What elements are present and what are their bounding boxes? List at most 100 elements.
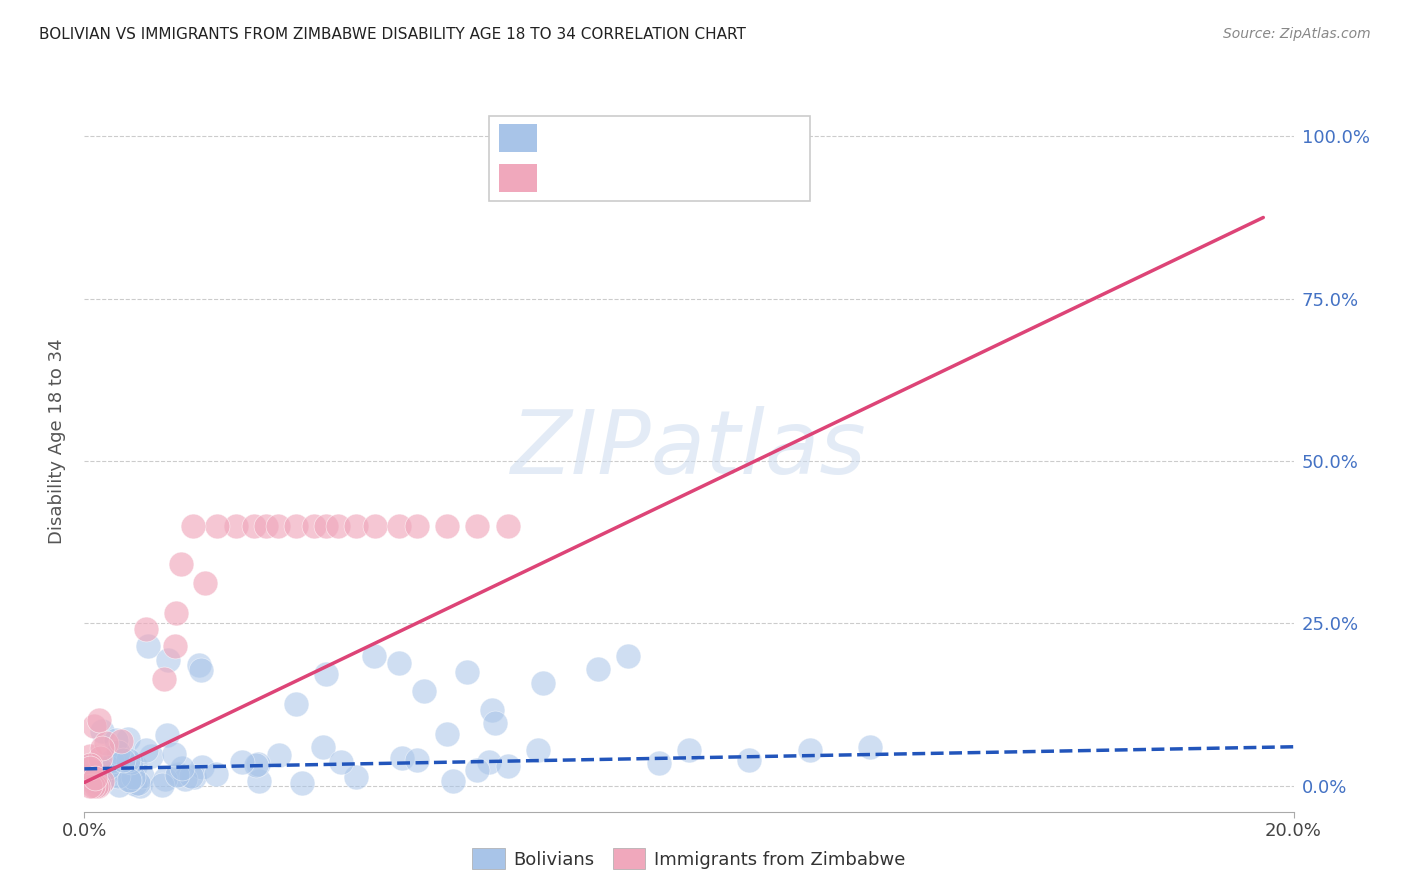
Point: [79, 758, 101, 772]
Point: [496, 519, 519, 533]
Point: [291, 776, 314, 790]
Point: [79, 772, 101, 787]
Point: [87, 779, 110, 793]
Point: [139, 748, 162, 763]
Point: [165, 607, 187, 621]
Point: [678, 743, 700, 757]
Point: [311, 739, 333, 754]
Point: [111, 753, 134, 767]
Point: [94, 736, 117, 750]
Point: [648, 756, 671, 770]
Point: [117, 753, 139, 767]
Point: [89, 713, 111, 727]
Point: [93, 772, 115, 787]
Point: [346, 770, 368, 784]
Point: [267, 519, 290, 533]
Point: [481, 703, 503, 717]
Point: [166, 766, 188, 780]
Point: [79, 761, 101, 775]
Point: [157, 653, 180, 667]
Point: [207, 519, 229, 533]
Point: [127, 776, 149, 790]
Point: [190, 663, 212, 677]
Point: [120, 772, 142, 787]
Point: [79, 758, 101, 772]
Point: [391, 750, 413, 764]
Point: [329, 755, 352, 769]
Point: [136, 640, 159, 654]
Point: [412, 683, 434, 698]
Point: [441, 773, 464, 788]
Text: Source: ZipAtlas.com: Source: ZipAtlas.com: [1223, 27, 1371, 41]
Point: [90, 776, 112, 790]
Point: [194, 575, 217, 590]
Point: [363, 648, 385, 663]
Point: [174, 772, 197, 786]
Point: [117, 731, 139, 746]
Point: [124, 759, 146, 773]
Point: [388, 519, 411, 533]
Text: ZIPatlas: ZIPatlas: [512, 406, 866, 492]
Point: [166, 768, 188, 782]
Point: [242, 519, 264, 533]
Point: [436, 519, 458, 533]
Point: [89, 751, 111, 765]
Point: [104, 733, 127, 747]
Point: [191, 760, 214, 774]
Point: [84, 779, 107, 793]
Point: [108, 778, 131, 792]
Point: [90, 774, 112, 789]
Point: [859, 739, 882, 754]
Point: [79, 770, 101, 784]
Point: [79, 749, 101, 764]
Point: [97, 760, 120, 774]
Point: [98, 764, 121, 779]
Point: [406, 753, 429, 767]
Point: [122, 770, 145, 784]
Point: [515, 129, 537, 144]
Point: [346, 519, 368, 533]
Point: [107, 745, 129, 759]
Point: [388, 657, 411, 671]
Point: [188, 657, 211, 672]
Point: [153, 672, 176, 686]
Point: [90, 724, 112, 739]
Point: [156, 728, 179, 742]
Point: [107, 753, 129, 767]
Point: [79, 768, 101, 782]
Point: [315, 667, 337, 681]
Point: [267, 748, 290, 763]
Point: [254, 519, 277, 533]
Point: [328, 519, 350, 533]
Point: [231, 755, 253, 769]
Point: [91, 741, 114, 756]
Point: [302, 519, 325, 533]
Point: [738, 753, 761, 767]
Point: [150, 778, 173, 792]
Point: [436, 727, 458, 741]
Point: [96, 766, 118, 780]
Point: [531, 676, 554, 690]
Point: [247, 756, 270, 771]
Point: [100, 754, 122, 768]
Point: [135, 622, 157, 636]
Point: [120, 755, 142, 769]
Point: [172, 761, 194, 775]
Point: [363, 519, 385, 533]
Point: [153, 772, 176, 787]
Point: [110, 733, 132, 747]
Point: [467, 763, 489, 777]
Point: [315, 519, 337, 533]
Point: [284, 697, 307, 711]
Point: [118, 773, 141, 788]
Point: [170, 558, 193, 572]
Point: [183, 770, 205, 784]
Point: [129, 779, 152, 793]
Point: [285, 519, 308, 533]
Point: [165, 639, 187, 653]
Point: [247, 774, 270, 789]
Point: [456, 665, 478, 679]
Y-axis label: Disability Age 18 to 34: Disability Age 18 to 34: [48, 339, 66, 544]
Point: [478, 755, 501, 769]
Point: [124, 777, 146, 791]
